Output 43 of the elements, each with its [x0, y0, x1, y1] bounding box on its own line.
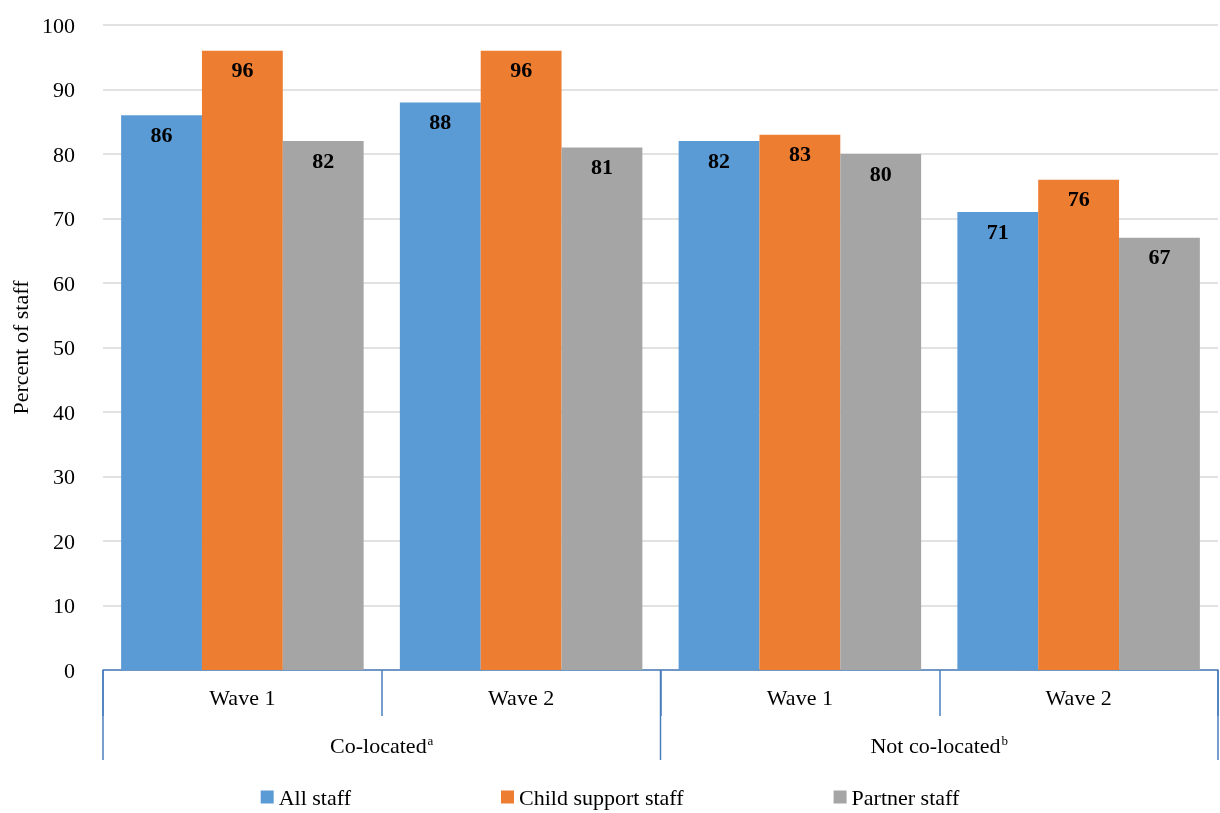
data-label: 76 [1067, 186, 1090, 212]
y-tick-label: 30 [53, 464, 75, 489]
data-label: 83 [788, 141, 811, 167]
bar [678, 141, 760, 670]
x-tick-label: Wave 2 [488, 684, 555, 710]
bar [201, 50, 283, 670]
bar [121, 115, 202, 670]
data-label: 82 [312, 147, 335, 173]
bar [957, 212, 1039, 670]
y-tick-label: 60 [53, 270, 75, 296]
x-tick-label: Wave 1 [766, 684, 833, 710]
bar [282, 141, 364, 670]
y-tick-label: 70 [53, 206, 75, 231]
y-tick-label: 10 [53, 593, 75, 618]
data-label: 67 [1148, 244, 1171, 270]
data-label: 81 [590, 154, 613, 180]
data-label: 71 [986, 218, 1009, 244]
data-label: 96 [510, 57, 533, 83]
data-label: 80 [869, 160, 892, 186]
bar [480, 50, 562, 670]
data-label: 96 [231, 57, 254, 83]
y-tick-label: 0 [64, 657, 75, 683]
y-tick-label: 80 [53, 141, 75, 167]
y-axis-title: Percent of staff [7, 279, 33, 415]
data-label: 88 [429, 108, 452, 134]
y-tick-label: 50 [53, 335, 75, 360]
bar [759, 134, 841, 670]
data-label: 82 [708, 147, 731, 173]
bar [1119, 237, 1200, 670]
bar [1038, 179, 1120, 670]
y-tick-label: 20 [53, 528, 75, 554]
y-tick-label: 40 [53, 399, 75, 425]
legend-label: Partner staff [851, 784, 960, 810]
bar [840, 154, 922, 670]
y-tick-label: 100 [42, 12, 75, 38]
legend-label: Child support staff [519, 784, 685, 810]
bar [399, 102, 481, 670]
y-tick-label: 90 [53, 77, 75, 102]
legend-label: All staff [278, 784, 352, 810]
x-tick-label: Wave 1 [209, 684, 276, 710]
bar [561, 147, 643, 670]
data-label: 86 [150, 121, 173, 147]
x-tick-label: Wave 2 [1045, 684, 1112, 710]
